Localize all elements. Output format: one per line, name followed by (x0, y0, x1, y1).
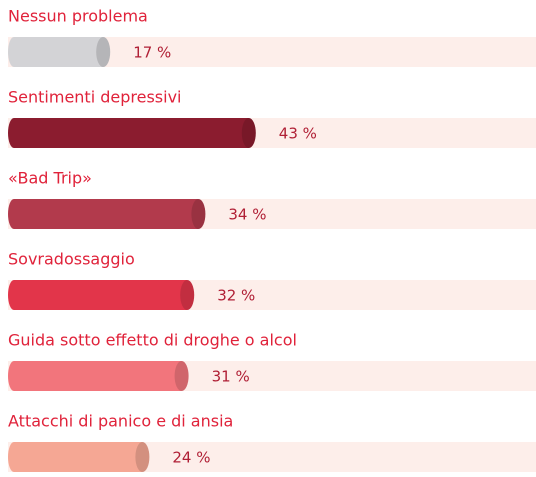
bar (8, 361, 189, 391)
category-label: Nessun problema (8, 7, 148, 26)
category-label: «Bad Trip» (8, 169, 92, 188)
category-label: Guida sotto effetto di droghe o alcol (8, 331, 297, 350)
bar (8, 442, 150, 472)
bar (8, 118, 256, 148)
value-label: 34 % (228, 206, 266, 224)
category-label: Sovradossaggio (8, 250, 135, 269)
value-label: 17 % (133, 44, 171, 62)
bar (8, 199, 206, 229)
value-label: 31 % (212, 368, 250, 386)
bar (8, 280, 195, 310)
bar (8, 37, 111, 67)
value-label: 43 % (279, 125, 317, 143)
value-label: 24 % (172, 449, 210, 467)
category-label: Sentimenti depressivi (8, 88, 182, 107)
value-label: 32 % (217, 287, 255, 305)
category-label: Attacchi di panico e di ansia (8, 412, 233, 431)
